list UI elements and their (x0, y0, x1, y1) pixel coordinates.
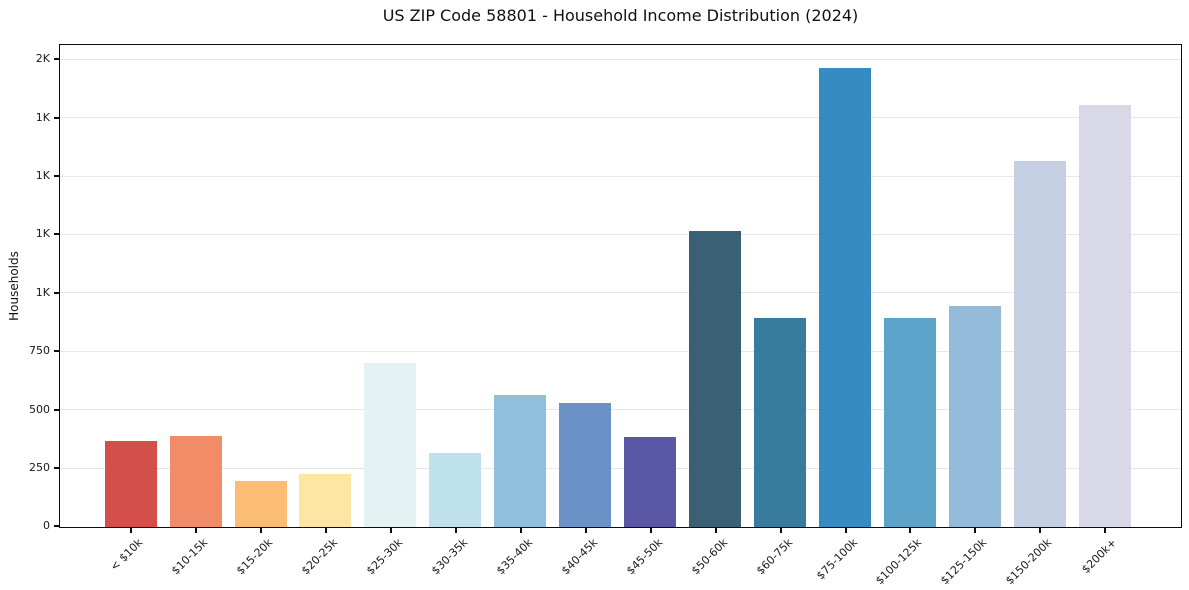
bar-$50-60k (689, 231, 742, 527)
x-tick-label: < $10k (107, 536, 146, 574)
plot-area (59, 44, 1182, 528)
y-axis-tick (54, 116, 59, 119)
bar-$35-40k (494, 395, 547, 527)
gridline (60, 350, 1181, 352)
y-tick-label: 1K (35, 110, 50, 124)
y-axis-tick (54, 350, 59, 353)
x-axis-tick (844, 528, 847, 533)
gridline (60, 292, 1181, 294)
chart-title: US ZIP Code 58801 - Household Income Dis… (382, 6, 859, 25)
x-axis-tick (714, 528, 717, 533)
x-axis-tick (195, 528, 198, 533)
y-axis-tick (54, 233, 59, 236)
y-tick-label: 2K (35, 52, 50, 66)
bar-$25-30k (364, 363, 417, 527)
x-axis-tick (519, 528, 522, 533)
y-axis-tick (54, 58, 59, 61)
y-axis-tick (54, 291, 59, 294)
bar-$45-50k (624, 437, 677, 527)
gridline (60, 467, 1181, 469)
bar-$15-20k (234, 481, 287, 527)
bar-$200k+ (1078, 105, 1131, 527)
y-axis-tick (54, 174, 59, 177)
gridline (60, 58, 1181, 60)
gridline (60, 409, 1181, 411)
y-tick-label: 1K (35, 285, 50, 299)
x-axis-tick (260, 528, 263, 533)
bar-$10-15k (169, 435, 222, 527)
bar-$60-75k (754, 317, 806, 527)
x-axis-tick (974, 528, 977, 533)
y-tick-label: 1K (35, 168, 50, 182)
y-tick-label: 0 (43, 519, 50, 533)
gridline (60, 175, 1181, 177)
bar-$75-100k (818, 67, 871, 527)
x-axis-tick (130, 528, 133, 533)
x-axis-tick (1104, 528, 1107, 533)
bar-$100-125k (883, 317, 936, 527)
bar-$30-35k (429, 453, 482, 527)
y-tick-label: 500 (29, 402, 50, 416)
y-tick-label: 1K (35, 227, 50, 241)
x-axis-tick (909, 528, 912, 533)
x-axis-tick (1039, 528, 1042, 533)
gridline (60, 117, 1181, 119)
x-axis-tick (584, 528, 587, 533)
y-axis-tick (54, 525, 59, 528)
bar-$125-150k (948, 306, 1001, 527)
x-axis-tick (779, 528, 782, 533)
y-axis-tick (54, 408, 59, 411)
bar-$40-45k (559, 403, 612, 527)
y-axis-tick (54, 466, 59, 469)
y-tick-label: 250 (29, 460, 50, 474)
bar-< $10k (104, 440, 157, 527)
x-axis-tick (649, 528, 652, 533)
bar-$20-25k (299, 474, 352, 527)
y-tick-label: 750 (29, 344, 50, 358)
x-axis-tick (325, 528, 328, 533)
x-axis-tick (454, 528, 457, 533)
gridline (60, 233, 1181, 235)
bar-$150-200k (1013, 161, 1066, 527)
x-axis-tick (390, 528, 393, 533)
